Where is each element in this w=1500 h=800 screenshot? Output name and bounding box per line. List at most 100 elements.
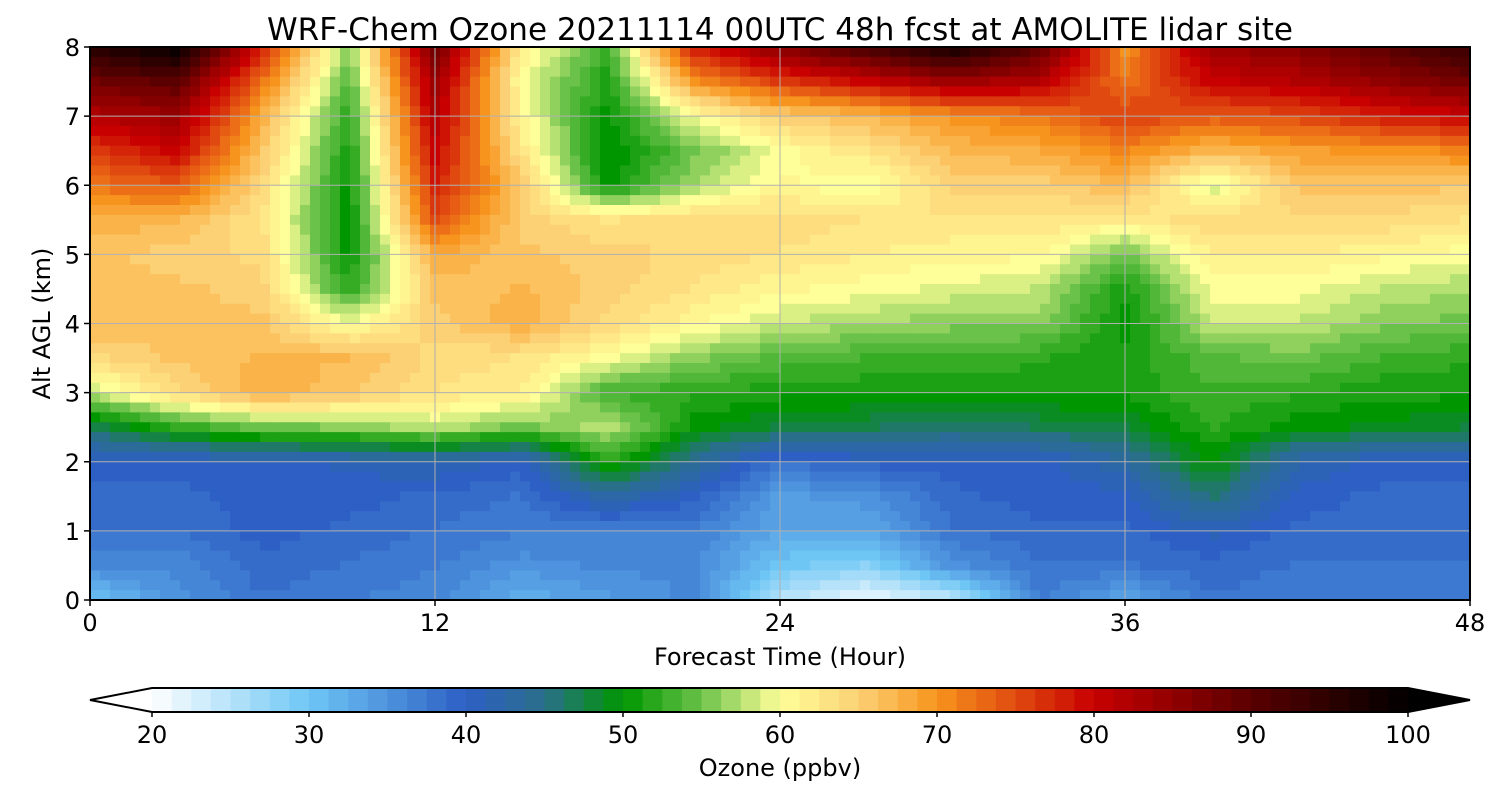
heatmap-cell xyxy=(460,264,471,275)
heatmap-cell xyxy=(990,47,1001,58)
heatmap-cell xyxy=(1000,274,1011,285)
heatmap-cell xyxy=(750,254,761,265)
heatmap-cell xyxy=(1130,382,1141,394)
heatmap-cell xyxy=(440,313,451,325)
heatmap-cell xyxy=(1100,106,1111,117)
heatmap-cell xyxy=(230,343,241,354)
heatmap-cell xyxy=(1220,96,1231,107)
heatmap-cell xyxy=(860,323,871,334)
heatmap-cell xyxy=(950,363,961,374)
heatmap-cell xyxy=(1290,126,1301,137)
heatmap-cell xyxy=(220,76,231,88)
heatmap-cell xyxy=(210,274,221,285)
heatmap-cell xyxy=(790,47,801,58)
heatmap-cell xyxy=(90,155,101,167)
heatmap-cell xyxy=(910,274,921,285)
heatmap-cell xyxy=(420,175,431,186)
heatmap-cell xyxy=(640,175,651,186)
heatmap-cell xyxy=(530,96,541,107)
heatmap-cell xyxy=(1240,244,1251,255)
heatmap-cell xyxy=(1130,224,1141,236)
heatmap-cell xyxy=(460,135,471,147)
heatmap-cell xyxy=(750,353,761,364)
heatmap-cell xyxy=(590,47,601,58)
heatmap-cell xyxy=(100,333,111,344)
heatmap-cell xyxy=(600,214,611,226)
heatmap-cell xyxy=(590,155,601,167)
heatmap-cell xyxy=(170,175,181,186)
heatmap-cell xyxy=(1370,254,1381,265)
heatmap-cell xyxy=(970,195,981,206)
heatmap-cell xyxy=(230,333,241,344)
heatmap-cell xyxy=(950,234,961,246)
heatmap-cell xyxy=(1370,165,1381,176)
heatmap-cell xyxy=(1330,382,1341,394)
heatmap-cell xyxy=(560,382,571,394)
heatmap-cell xyxy=(880,76,891,88)
heatmap-cell xyxy=(120,264,131,275)
heatmap-cell xyxy=(1140,116,1151,127)
heatmap-cell xyxy=(580,333,591,344)
heatmap-cell xyxy=(1410,76,1421,88)
heatmap-cell xyxy=(750,185,761,196)
heatmap-cell xyxy=(1370,264,1381,275)
heatmap-cell xyxy=(800,214,811,226)
heatmap-cell xyxy=(1320,244,1331,255)
heatmap-cell xyxy=(1090,106,1101,117)
heatmap-cell xyxy=(1400,185,1411,196)
heatmap-cell xyxy=(1380,86,1391,97)
heatmap-cell xyxy=(680,303,691,315)
heatmap-cell xyxy=(1030,106,1041,117)
heatmap-cell xyxy=(230,175,241,186)
heatmap-cell xyxy=(470,56,481,68)
heatmap-cell xyxy=(620,145,631,157)
heatmap-cell xyxy=(210,155,221,167)
heatmap-cell xyxy=(890,47,901,58)
heatmap-cell xyxy=(1460,214,1470,226)
heatmap-cell xyxy=(610,234,621,246)
heatmap-cell xyxy=(680,96,691,107)
heatmap-cell xyxy=(1110,106,1121,117)
heatmap-cell xyxy=(930,56,941,68)
heatmap-cell xyxy=(320,343,331,354)
heatmap-cell xyxy=(1030,382,1041,394)
heatmap-cell xyxy=(1260,205,1271,216)
heatmap-cell xyxy=(270,86,281,97)
heatmap-cell xyxy=(670,185,681,196)
heatmap-cell xyxy=(280,126,291,137)
heatmap-cell xyxy=(1400,56,1411,68)
heatmap-cell xyxy=(660,244,671,255)
heatmap-cell xyxy=(1360,392,1371,404)
heatmap-cell xyxy=(960,303,971,315)
heatmap-cell xyxy=(500,135,511,147)
heatmap-cell xyxy=(420,343,431,354)
heatmap-cell xyxy=(1390,106,1401,117)
heatmap-cell xyxy=(820,372,831,384)
heatmap-cell xyxy=(220,392,231,404)
heatmap-cell xyxy=(300,76,311,88)
heatmap-cell xyxy=(1290,254,1301,265)
heatmap-cell xyxy=(420,66,431,78)
heatmap-cell xyxy=(970,254,981,265)
heatmap-cell xyxy=(590,333,601,344)
heatmap-cell xyxy=(540,175,551,186)
heatmap-cell xyxy=(970,185,981,196)
heatmap-cell xyxy=(1360,175,1371,186)
heatmap-cell xyxy=(900,47,911,58)
heatmap-cell xyxy=(520,116,531,127)
heatmap-cell xyxy=(1190,47,1201,58)
heatmap-cell xyxy=(760,195,771,206)
heatmap-cell xyxy=(1420,96,1431,107)
heatmap-cell xyxy=(800,244,811,255)
heatmap-cell xyxy=(1460,66,1470,78)
heatmap-cell xyxy=(1290,284,1301,295)
heatmap-cell xyxy=(820,47,831,58)
heatmap-cell xyxy=(1330,86,1341,97)
heatmap-cell xyxy=(820,293,831,305)
heatmap-cell xyxy=(960,323,971,334)
heatmap-cell xyxy=(1030,392,1041,404)
heatmap-cell xyxy=(1200,284,1211,295)
heatmap-cell xyxy=(500,333,511,344)
heatmap-cell xyxy=(550,363,561,374)
heatmap-cell xyxy=(680,264,691,275)
